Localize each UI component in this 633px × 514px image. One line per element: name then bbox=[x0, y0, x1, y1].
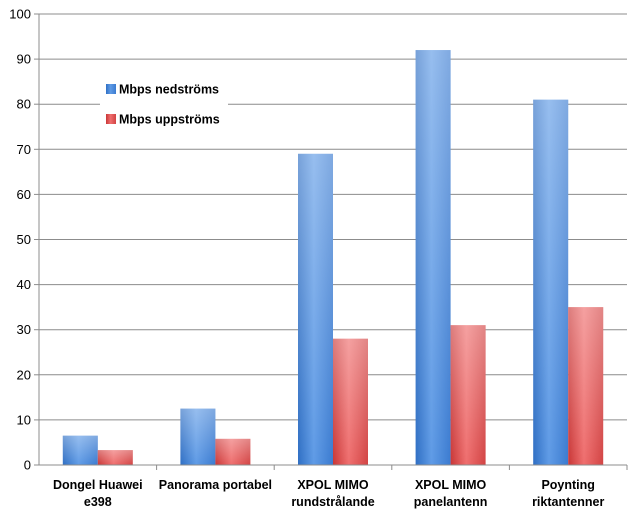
bars bbox=[62, 50, 604, 466]
bar-highlight bbox=[97, 450, 133, 465]
y-tick-label: 70 bbox=[17, 142, 31, 157]
y-tick-label: 0 bbox=[24, 458, 31, 473]
bar-highlight bbox=[215, 438, 251, 465]
y-tick-label: 40 bbox=[17, 277, 31, 292]
y-tick-label: 80 bbox=[17, 97, 31, 112]
bar-highlight bbox=[298, 153, 333, 465]
axes bbox=[38, 14, 628, 470]
y-tick-label: 20 bbox=[17, 367, 31, 382]
legend-background bbox=[100, 75, 228, 135]
x-category-label: XPOL MIMO rundstrålande bbox=[291, 478, 374, 509]
bar-highlight bbox=[568, 307, 604, 465]
legend-label: Mbps uppströms bbox=[119, 113, 220, 127]
x-category-label: Dongel Huawei e398 bbox=[53, 478, 143, 509]
y-tick-label: 10 bbox=[17, 412, 31, 427]
y-tick-label: 50 bbox=[17, 232, 31, 247]
legend: Mbps nedströms Mbps uppströms bbox=[100, 75, 228, 135]
bar-highlight bbox=[450, 325, 486, 465]
bar-highlight bbox=[333, 338, 368, 465]
bar-highlight bbox=[533, 99, 569, 465]
x-category-label: Panorama portabel bbox=[159, 478, 272, 492]
x-axis-categories: Dongel Huawei e398 Panorama portabel XPOL M… bbox=[53, 478, 604, 509]
legend-label: Mbps nedströms bbox=[119, 83, 219, 97]
x-category-label: XPOL MIMO panelantenn bbox=[414, 478, 488, 509]
x-category-label: Poynting riktantenner bbox=[532, 478, 604, 509]
y-tick-label: 30 bbox=[17, 322, 31, 337]
legend-swatch bbox=[106, 84, 116, 94]
y-tick-label: 100 bbox=[9, 7, 31, 22]
y-tick-label: 60 bbox=[17, 187, 31, 202]
bar-highlight bbox=[180, 408, 216, 465]
bar-highlight bbox=[62, 435, 98, 465]
y-axis-ticks: 0 10 20 30 40 50 60 70 80 90 100 bbox=[9, 7, 39, 473]
legend-swatch bbox=[106, 114, 116, 124]
bar-highlight bbox=[415, 50, 451, 466]
y-tick-label: 90 bbox=[17, 52, 31, 67]
